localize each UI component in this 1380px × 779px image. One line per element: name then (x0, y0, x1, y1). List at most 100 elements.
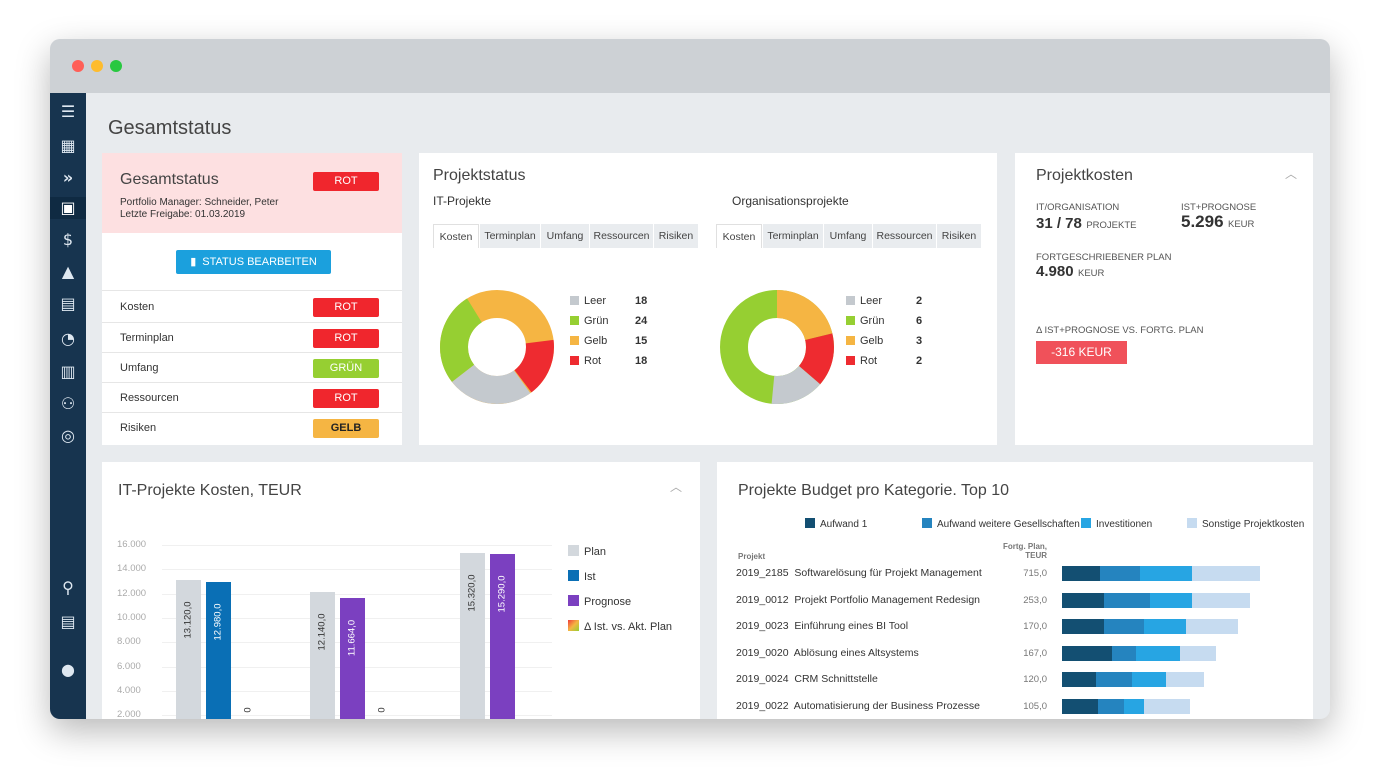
legend-swatch (568, 545, 579, 556)
main-content: Gesamtstatus Gesamtstatus ROT Portfolio … (86, 93, 1330, 719)
it-org-value-line: 31 / 78 PROJEKTE (1036, 215, 1136, 233)
budget-bar-segment[interactable] (1144, 619, 1186, 634)
budget-bar-segment[interactable] (1112, 645, 1136, 661)
status-row-label: Terminplan (120, 332, 174, 344)
legend-value: 2 (916, 355, 923, 367)
legend-item: Δ Ist. vs. Akt. Plan (568, 620, 672, 633)
budget-bar-segment[interactable] (1144, 698, 1190, 714)
clipboard-icon[interactable]: ▤ (60, 294, 76, 313)
overall-status-badge: ROT (313, 172, 379, 191)
budget-bar-segment[interactable] (1062, 698, 1098, 714)
bar-value-label: 11.664,0 (346, 619, 358, 656)
bar-value-label: 13.120,0 (182, 601, 194, 639)
donut-segment (720, 290, 834, 404)
plan-unit: KEUR (1078, 268, 1105, 279)
budget-row-project: 2019_0024 CRM Schnittstelle (736, 673, 878, 685)
tab-terminplan[interactable]: Terminplan (480, 224, 540, 248)
edit-status-button[interactable]: ▮ STATUS BEARBEITEN (176, 250, 331, 274)
budget-bar-segment[interactable] (1186, 619, 1238, 634)
divider (102, 290, 402, 291)
budget-bar-segment[interactable] (1192, 592, 1250, 608)
y-tick-label: 12.000 (117, 587, 147, 599)
edit-icon: ▮ (190, 256, 197, 268)
report-icon[interactable]: ▥ (60, 362, 76, 381)
budget-bar-segment[interactable] (1062, 566, 1100, 581)
bar-value-label: 0 (376, 707, 388, 713)
donut-segment (440, 290, 554, 404)
forecast-unit: KEUR (1228, 219, 1255, 230)
budget-bar-segment[interactable] (1136, 645, 1180, 661)
bar[interactable] (206, 581, 231, 719)
budget-row-plan: 170,0 (1023, 621, 1047, 632)
tab-ressourcen[interactable]: Ressourcen (590, 224, 653, 248)
y-tick-label: 16.000 (117, 539, 147, 550)
maximize-window-button[interactable] (110, 60, 122, 72)
tab-kosten[interactable]: Kosten (716, 224, 762, 248)
menu-icon[interactable]: ☰ (60, 102, 76, 121)
tab-umfang[interactable]: Umfang (824, 224, 872, 248)
search-icon[interactable]: ⚲ (62, 578, 74, 597)
budget-bar-segment[interactable] (1104, 592, 1150, 608)
budget-bar-segment[interactable] (1062, 592, 1104, 608)
minimize-window-button[interactable] (91, 60, 103, 72)
collapse-icon[interactable]: ︿ (1285, 167, 1298, 181)
budget-row-plan: 120,0 (1023, 674, 1047, 685)
budget-bar-segment[interactable] (1124, 698, 1144, 714)
bar[interactable] (490, 553, 515, 719)
tab-ressourcen[interactable]: Ressourcen (873, 224, 936, 248)
divider (102, 352, 402, 353)
users-icon[interactable]: ⚇ (60, 394, 76, 413)
it-org-label: IT/ORGANISATION (1036, 202, 1120, 213)
tab-risiken[interactable]: Risiken (937, 224, 981, 248)
tab-umfang[interactable]: Umfang (541, 224, 589, 248)
page-title: Gesamtstatus (108, 117, 232, 139)
gridline (162, 569, 552, 571)
legend-value: 15 (635, 335, 648, 347)
budget-bar-segment[interactable] (1098, 698, 1124, 714)
dashboard-icon[interactable]: ▦ (60, 136, 76, 155)
budget-bar-segment[interactable] (1062, 672, 1096, 687)
bar[interactable] (176, 579, 201, 719)
triangle-icon[interactable]: ▲ (61, 262, 75, 281)
close-window-button[interactable] (72, 60, 84, 72)
user-icon[interactable]: ● (61, 660, 75, 679)
collapse-icon[interactable]: ︿ (670, 480, 683, 494)
budget-row-plan: 715,0 (1023, 568, 1047, 579)
timer-icon[interactable]: ◔ (61, 329, 75, 348)
budget-bar-segment[interactable] (1140, 566, 1192, 581)
bar[interactable] (340, 597, 365, 719)
legend-value: 2 (916, 295, 923, 307)
status-header (102, 153, 402, 233)
legend-swatch (846, 316, 855, 325)
chevrons-icon[interactable]: » (62, 168, 74, 187)
budget-bar-segment[interactable] (1180, 645, 1216, 661)
legend-item: Aufwand 1 (805, 518, 867, 530)
budget-bar-segment[interactable] (1100, 566, 1140, 581)
budget-bar-segment[interactable] (1062, 645, 1112, 661)
tab-kosten[interactable]: Kosten (433, 224, 479, 248)
legend-swatch (846, 356, 855, 365)
tab-risiken[interactable]: Risiken (654, 224, 698, 248)
divider (102, 382, 402, 383)
budget-bar-segment[interactable] (1132, 672, 1166, 687)
org-projects-donut (720, 290, 834, 404)
donut-segment (440, 290, 554, 404)
radar-icon[interactable]: ◎ (61, 426, 75, 445)
budget-bar-segment[interactable] (1096, 672, 1132, 687)
budget-bar-segment[interactable] (1150, 592, 1192, 608)
budget-icon[interactable]: $ (62, 230, 74, 249)
budget-bar-segment[interactable] (1062, 619, 1104, 634)
legend-item: Rot (846, 355, 877, 367)
budget-bar-segment[interactable] (1104, 619, 1144, 634)
budget-bar-segment[interactable] (1192, 566, 1260, 581)
budget-bar-segment[interactable] (1166, 672, 1204, 687)
bar[interactable] (310, 591, 335, 719)
briefcase-icon[interactable]: ▣ (50, 197, 86, 219)
y-tick-label: 6.000 (117, 660, 141, 672)
status-title: Gesamtstatus (120, 171, 219, 188)
bar[interactable] (460, 553, 485, 719)
plan-value: 4.980 (1036, 263, 1074, 280)
divider (102, 322, 402, 323)
document-icon[interactable]: ▤ (60, 612, 76, 631)
tab-terminplan[interactable]: Terminplan (763, 224, 823, 248)
